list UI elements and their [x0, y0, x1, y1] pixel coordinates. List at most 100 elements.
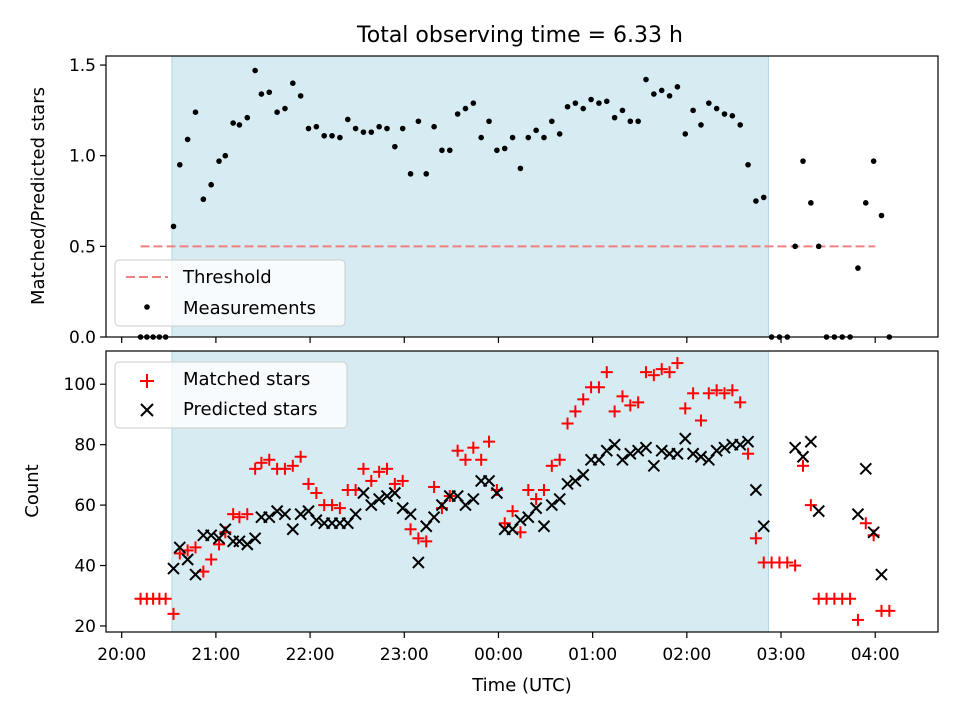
- measurement-point: [305, 125, 312, 132]
- measurement-point: [222, 152, 229, 159]
- top-y-axis-label: Matched/Predicted stars: [28, 87, 49, 305]
- predicted-stars-point: [859, 462, 872, 476]
- bottom-y-axis-label: Count: [22, 464, 43, 517]
- matched-stars-point: [326, 499, 339, 512]
- matched-stars-point: [249, 462, 262, 475]
- predicted-stars-point: [577, 468, 590, 482]
- measurement-point: [619, 107, 626, 114]
- predicted-stars-point: [875, 568, 888, 581]
- measurement-point: [252, 67, 258, 74]
- predicted-stars-point: [851, 507, 865, 521]
- measurement-point: [501, 145, 508, 152]
- x-tick-label: 20:00: [97, 645, 146, 665]
- y-tick-label: 80: [74, 436, 96, 456]
- measurement-point: [258, 91, 265, 97]
- matched-stars-point: [263, 453, 276, 466]
- predicted-stars-point: [647, 459, 661, 473]
- matched-stars-point: [294, 450, 307, 463]
- matched-stars-point: [227, 508, 240, 521]
- measurement-point: [376, 123, 382, 130]
- measurement-point: [729, 113, 736, 119]
- y-tick-label: 60: [74, 496, 96, 516]
- measurement-point: [399, 125, 406, 132]
- predicted-stars-point: [639, 441, 653, 454]
- measurement-point: [486, 118, 492, 125]
- predicted-stars-point: [686, 447, 700, 460]
- measurement-point: [549, 118, 555, 125]
- predicted-stars-point: [372, 492, 386, 506]
- matched-stars-point: [859, 517, 872, 530]
- measurement-point: [635, 118, 641, 125]
- matched-stars-point: [205, 553, 218, 566]
- x-tick-label: 23:00: [380, 645, 429, 665]
- matched-stars-point: [396, 474, 409, 487]
- matched-stars-point: [380, 462, 393, 475]
- predicted-stars-point: [204, 529, 218, 542]
- measurement-point: [603, 98, 610, 105]
- measurement-point: [658, 87, 665, 94]
- top-panel: 0.0 0.5 1.0 1.5 Matched/Predicted stars Thr…: [28, 55, 939, 348]
- measurement-point: [360, 129, 367, 135]
- matched-stars-point: [679, 402, 692, 415]
- matched-stars-point: [687, 387, 700, 400]
- predicted-stars-point: [796, 450, 810, 463]
- measurement-point: [216, 158, 222, 164]
- x-tick-label: 21:00: [191, 645, 240, 665]
- measurement-point: [184, 136, 191, 143]
- measurement-point: [494, 147, 500, 154]
- bottom-legend: Matched stars Predicted stars: [114, 361, 348, 429]
- matched-stars-point: [781, 556, 794, 569]
- predicted-stars-point: [396, 501, 409, 515]
- matched-stars-point: [710, 384, 723, 397]
- measurement-point: [815, 243, 822, 250]
- matched-stars-point: [569, 405, 582, 418]
- matched-stars-point: [742, 447, 755, 460]
- predicted-stars-point: [694, 450, 708, 463]
- matched-stars-point: [592, 381, 605, 394]
- legend-predicted-swatch: [140, 403, 154, 417]
- predicted-stars-point: [212, 532, 226, 545]
- predicted-stars-point: [757, 520, 770, 533]
- matched-stars-point: [553, 453, 566, 466]
- matched-stars-point: [640, 366, 653, 379]
- x-tick-label: 22:00: [286, 645, 335, 665]
- matched-stars-point: [498, 517, 511, 530]
- matched-stars-point: [718, 387, 731, 400]
- measurement-point: [870, 158, 877, 164]
- predicted-stars-point: [600, 444, 613, 457]
- matched-stars-point: [428, 480, 441, 493]
- predicted-stars-point: [749, 483, 763, 497]
- matched-stars-point: [647, 369, 660, 382]
- predicted-stars-point: [233, 535, 246, 548]
- matched-stars-point: [624, 399, 637, 412]
- matched-stars-point: [302, 477, 315, 490]
- legend-matched-label: Matched stars: [183, 369, 310, 390]
- matched-stars-point: [749, 532, 762, 545]
- measurement-point: [862, 200, 869, 206]
- legend-threshold-label: Threshold: [182, 267, 272, 288]
- measurement-point: [329, 132, 335, 139]
- measurement-point: [698, 122, 704, 128]
- x-tick-label: 03:00: [757, 645, 806, 665]
- matched-stars-point: [475, 453, 488, 466]
- predicted-stars-point: [219, 523, 232, 536]
- measurement-point: [208, 181, 214, 188]
- matched-stars-point: [530, 493, 543, 506]
- predicted-stars-point: [181, 553, 194, 566]
- predicted-stars-point: [679, 432, 692, 445]
- x-tick-label: 01:00: [568, 645, 617, 665]
- measurement-point: [706, 100, 712, 106]
- measurement-point: [541, 134, 547, 141]
- matched-stars-point: [804, 499, 817, 512]
- matched-stars-point: [189, 541, 202, 554]
- y-tick-label: 100: [64, 375, 96, 395]
- matched-stars-point: [545, 459, 558, 472]
- predicted-stars-point: [631, 444, 645, 457]
- measurement-point: [556, 131, 563, 137]
- predicted-stars-point: [278, 507, 292, 521]
- matched-stars-point: [213, 538, 226, 551]
- measurement-point: [674, 84, 681, 90]
- measurement-point: [580, 105, 587, 112]
- matched-stars-point: [694, 414, 707, 427]
